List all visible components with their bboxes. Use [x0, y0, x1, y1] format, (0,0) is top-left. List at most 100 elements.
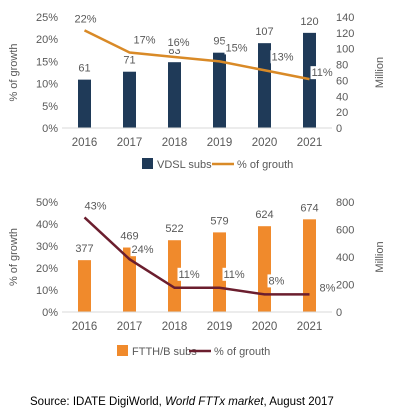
chart2-left-axis-title: % of growth: [8, 228, 20, 286]
chart2-right-tick-label: 400: [336, 252, 354, 264]
chart1-bar: [303, 32, 316, 128]
chart2-bar-label: 377: [75, 243, 93, 255]
chart1-right-tick-label: 60: [336, 75, 348, 87]
chart2-right-tick-label: 600: [336, 225, 354, 237]
chart1-bar-label: 61: [78, 63, 90, 75]
chart1-left-tick-label: 25%: [36, 12, 58, 24]
chart2-left-tick-label: 20%: [36, 263, 58, 275]
chart2-x-tick-label: 2019: [207, 321, 233, 333]
chart1-bar-label: 107: [255, 26, 273, 38]
chart1-right-tick-label: 0: [336, 123, 342, 135]
chart1-x-tick-label: 2016: [72, 137, 98, 149]
source-publication: World FTTx market: [165, 396, 264, 408]
chart1-x-tick-label: 2020: [252, 137, 278, 149]
chart1-left-tick-label: 10%: [36, 79, 58, 91]
chart1-left-axis-title: % of growth: [8, 43, 20, 101]
chart2-legend-line-label: % of grouth: [214, 346, 270, 358]
chart2-right-tick-label: 0: [336, 307, 342, 319]
chart1-right-tick-label: 140: [336, 12, 354, 24]
chart2-left-tick-label: 0%: [42, 307, 58, 319]
chart2-bar: [258, 226, 271, 312]
chart1-right-tick-label: 40: [336, 91, 348, 103]
chart2-x-tick-label: 2021: [297, 321, 323, 333]
chart2-line-label-bg: [222, 267, 244, 281]
chart2-legend-bar-swatch: [117, 345, 128, 356]
chart2-line-label-bg: [83, 199, 105, 213]
chart2-bar-label: 674: [300, 202, 318, 214]
chart2-bar-label: 624: [255, 209, 273, 221]
chart2-bar-label: 469: [120, 231, 138, 243]
chart1-bar: [213, 52, 226, 128]
chart1-line-label: 15%: [226, 42, 248, 54]
chart1-bar-label: 71: [123, 55, 135, 67]
chart1-right-axis-title: Million: [374, 57, 386, 88]
chart1-line-label: 11%: [312, 67, 333, 79]
chart2-right-axis-title: Million: [374, 241, 386, 272]
chart2-bar: [168, 240, 181, 312]
chart2-bar: [303, 219, 316, 312]
chart1-growth-line: [83, 29, 310, 81]
chart1-right-tick-label: 20: [336, 107, 348, 119]
chart2-bar: [213, 232, 226, 312]
chart1-bar: [78, 79, 91, 128]
chart2-line-label-bg: [177, 267, 199, 281]
chart2-line-label: 8%: [320, 282, 336, 294]
chart2-x-tick-label: 2018: [162, 321, 188, 333]
chart1-left-tick-label: 20%: [36, 34, 58, 46]
chart1-line-label: 13%: [272, 51, 294, 63]
chart2-line-label-bg: [267, 274, 283, 288]
chart2-left-tick-label: 10%: [36, 285, 58, 297]
chart1-bar: [123, 71, 136, 128]
chart2-line-label: 24%: [132, 244, 154, 256]
chart1-x-tick-label: 2019: [207, 137, 233, 149]
chart1-left-tick-label: 15%: [36, 56, 58, 68]
chart1-line-label: 17%: [134, 35, 156, 47]
chart1-line-label-bg: [310, 66, 332, 80]
chart2-x-tick-label: 2017: [117, 321, 143, 333]
chart2-bar: [123, 247, 136, 312]
chart2-line-label: 8%: [269, 275, 285, 287]
chart1-bar: [168, 62, 181, 128]
chart1-line-label-bg: [73, 12, 95, 26]
chart1-left-tick-label: 5%: [42, 101, 58, 113]
chart1-legend-line-label: % of grouth: [237, 159, 293, 171]
chart2-line-label: 43%: [85, 200, 107, 212]
chart1-x-tick-label: 2018: [162, 137, 188, 149]
chart2-growth-line: [83, 216, 310, 296]
source-note: Source: IDATE DigiWorld, World FTTx mark…: [30, 396, 334, 408]
chart1-x-tick-label: 2017: [117, 137, 143, 149]
chart1-bar-label: 120: [300, 16, 318, 28]
source-prefix: Source: IDATE DigiWorld,: [30, 396, 166, 408]
chart2-line-label: 11%: [224, 269, 245, 281]
chart2-right-tick-label: 800: [336, 197, 354, 209]
chart2-line-label: 11%: [179, 269, 200, 281]
chart1-line-label-bg: [132, 33, 154, 47]
chart1-legend-bar-swatch: [142, 158, 153, 169]
chart2-left-tick-label: 50%: [36, 197, 58, 209]
chart2-x-tick-label: 2020: [252, 321, 278, 333]
chart1-line-label-bg: [224, 41, 246, 55]
chart2-right-tick-label: 200: [336, 280, 354, 292]
chart1-legend-bar-label: VDSL subs: [157, 159, 212, 171]
chart2-bar-label: 522: [165, 223, 183, 235]
chart1-right-tick-label: 120: [336, 28, 354, 40]
chart2-left-tick-label: 40%: [36, 219, 58, 231]
chart2-left-tick-label: 30%: [36, 241, 58, 253]
chart1-left-tick-label: 0%: [42, 123, 58, 135]
chart2-line-label-bg: [130, 243, 152, 257]
chart1-bar-label: 95: [213, 36, 225, 48]
source-suffix: , August 2017: [263, 396, 334, 408]
chart1-x-tick-label: 2021: [297, 137, 323, 149]
chart2-x-tick-label: 2016: [72, 321, 98, 333]
chart1-line-label-bg: [166, 35, 188, 49]
chart1-line-label: 22%: [75, 13, 97, 25]
chart1-line-label-bg: [270, 50, 292, 64]
chart1-bar: [258, 43, 271, 128]
chart1-right-tick-label: 80: [336, 60, 348, 72]
chart2-line-label-bg: [318, 281, 334, 295]
chart1-right-tick-label: 100: [336, 44, 354, 56]
chart2-bar: [78, 260, 91, 312]
chart2-legend-bar-label: FTTH/B subs: [132, 346, 197, 358]
